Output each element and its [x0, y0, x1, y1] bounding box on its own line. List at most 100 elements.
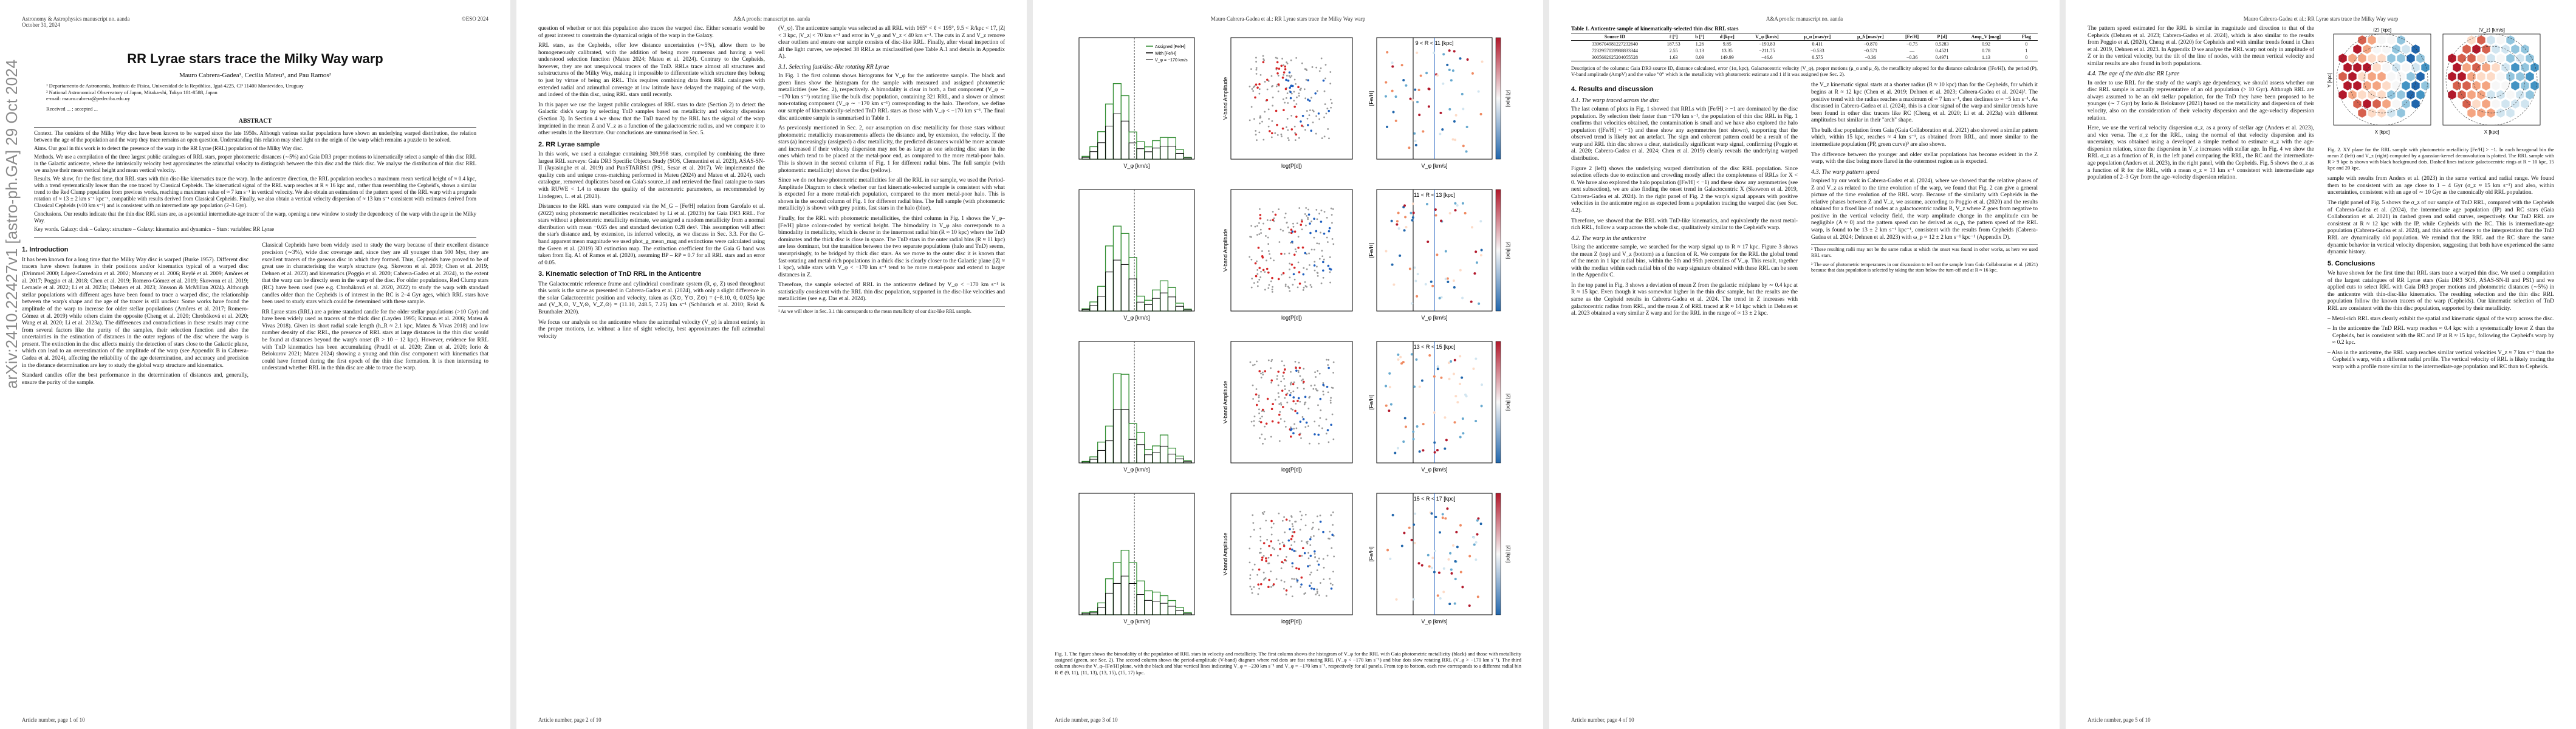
background-point	[1327, 128, 1329, 130]
background-point	[1260, 377, 1262, 378]
background-point	[1292, 531, 1293, 533]
background-point	[1289, 290, 1291, 292]
metallicity-point	[1403, 532, 1406, 535]
background-point	[1290, 75, 1293, 77]
metallicity-point	[1453, 120, 1456, 123]
colorbar	[1495, 493, 1501, 615]
background-point	[1252, 522, 1255, 524]
metallicity-point	[1409, 97, 1412, 100]
background-point	[1321, 137, 1323, 139]
background-point	[1326, 217, 1328, 219]
metallicity-point	[1403, 417, 1406, 420]
metallicity-point	[1391, 89, 1394, 92]
background-point	[1293, 278, 1296, 281]
slow-rrl-point	[1291, 562, 1294, 565]
background-point	[1294, 139, 1297, 141]
histogram-xlabel: V_φ [km/s]	[1123, 163, 1149, 169]
background-point	[1329, 530, 1331, 533]
hex-bin	[2462, 98, 2472, 109]
fast-rrl-point	[1283, 371, 1285, 374]
background-point	[1289, 276, 1291, 279]
background-point	[1250, 258, 1253, 261]
slow-rrl-point	[1296, 412, 1299, 414]
metallicity-point	[1439, 597, 1442, 600]
background-point	[1252, 569, 1254, 571]
background-point	[1332, 524, 1334, 526]
metallicity-point	[1433, 451, 1436, 454]
paragraph: The Galactocentric reference frame and c…	[538, 281, 765, 316]
background-point	[1267, 236, 1269, 239]
slow-rrl-point	[1314, 433, 1316, 436]
slow-rrl-point	[1292, 396, 1295, 399]
background-point	[1258, 587, 1261, 590]
hex-bin	[2486, 35, 2496, 46]
metallicity-point	[1475, 420, 1478, 423]
background-point	[1306, 541, 1308, 543]
metallicity-point	[1414, 512, 1417, 515]
background-point	[1304, 513, 1307, 516]
background-point	[1330, 207, 1332, 210]
fast-rrl-point	[1262, 542, 1266, 544]
slow-rrl-point	[1317, 112, 1320, 115]
background-point	[1278, 512, 1280, 515]
metallicity-point	[1436, 594, 1439, 597]
table-cell: −0.870	[1863, 41, 1877, 47]
metallicity-point	[1462, 145, 1465, 148]
slow-rrl-point	[1290, 84, 1292, 87]
metallicity-point	[1465, 150, 1468, 153]
background-point	[1255, 134, 1257, 136]
background-point	[1287, 102, 1289, 104]
metallicity-point	[1464, 211, 1467, 214]
metallicity-point	[1468, 604, 1471, 607]
metallicity-point	[1448, 377, 1451, 380]
background-point	[1284, 283, 1287, 286]
background-point	[1249, 535, 1252, 538]
pad-ylabel: V-band Amplitude	[1222, 381, 1228, 424]
hex-bin	[2476, 35, 2486, 46]
background-point	[1291, 578, 1293, 580]
fast-rrl-point	[1301, 125, 1303, 127]
background-point	[1297, 236, 1300, 238]
hex-bin	[2352, 80, 2362, 91]
background-point	[1331, 584, 1334, 586]
background-point	[1296, 96, 1298, 98]
background-point	[1286, 61, 1288, 63]
background-point	[1317, 275, 1319, 277]
background-point	[1332, 438, 1335, 440]
fast-rrl-point	[1295, 567, 1298, 570]
table-cell: 3396704981227232640	[1592, 41, 1639, 47]
metallicity-point	[1385, 385, 1388, 388]
hex-bin	[2367, 53, 2377, 64]
slow-rrl-point	[1288, 71, 1291, 74]
background-point	[1271, 289, 1273, 290]
metallicity-point	[1440, 219, 1443, 222]
pad-xlabel: log(P[d])	[1281, 163, 1302, 169]
background-point	[1306, 117, 1309, 120]
background-point	[1264, 289, 1266, 291]
fast-rrl-point	[1300, 576, 1303, 579]
hex-bin	[2496, 35, 2506, 46]
metallicity-point	[1388, 372, 1391, 375]
hex-bin	[2510, 80, 2520, 91]
background-point	[1267, 108, 1270, 111]
background-point	[1322, 382, 1324, 384]
section-heading: 5. Conclusions	[2328, 259, 2376, 267]
metallicity-point	[1459, 355, 1462, 358]
background-point	[1259, 74, 1262, 76]
metallicity-point	[1438, 531, 1441, 534]
background-point	[1258, 394, 1260, 397]
hex-bin	[2467, 53, 2476, 64]
fast-rrl-point	[1280, 64, 1283, 67]
background-point	[1331, 238, 1334, 240]
background-point	[1258, 278, 1261, 281]
contact-email[interactable]: e-mail: mauro.cabrera@pedeciba.edu.uy	[46, 95, 131, 102]
hex-bin	[2367, 89, 2377, 100]
abstract-methods: Methods. We use a compilation of the thr…	[34, 153, 476, 173]
slow-rrl-point	[1287, 80, 1290, 82]
background-point	[1278, 403, 1281, 405]
metallicity-point	[1385, 95, 1388, 98]
background-point	[1286, 222, 1288, 224]
background-point	[1253, 586, 1255, 588]
background-point	[1253, 118, 1255, 120]
background-point	[1292, 390, 1295, 392]
